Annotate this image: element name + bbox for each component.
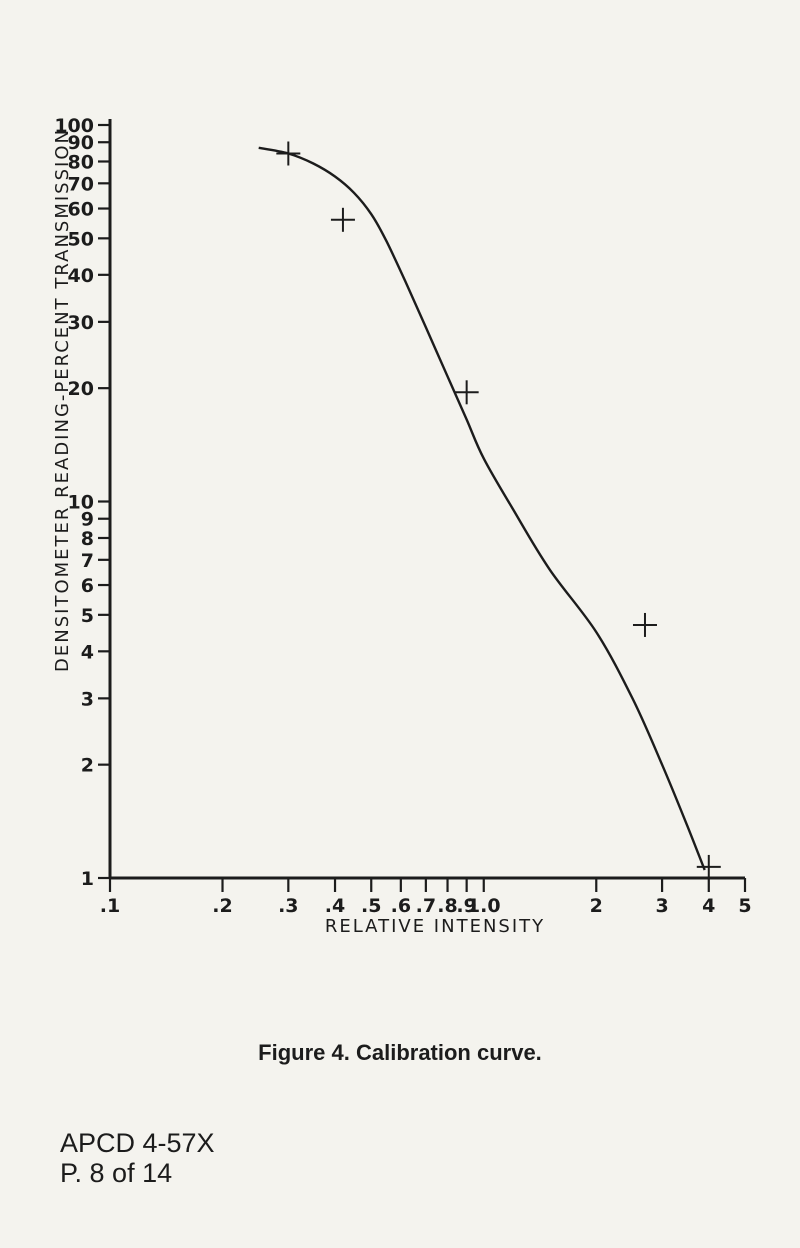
figure-caption: Figure 4. Calibration curve. [258,1040,542,1065]
y-tick-label: 7 [81,550,94,572]
y-tick-label: 5 [81,605,94,627]
y-tick-label: 9 [81,509,94,531]
y-tick-label: 6 [81,575,94,597]
data-point-marker [330,207,355,232]
x-tick-label: .9 [456,895,476,917]
x-tick-label: .7 [416,895,436,917]
y-tick-label: 100 [54,115,94,137]
x-tick-label: .2 [212,895,232,917]
document-id: APCD 4-57X P. 8 of 14 [60,1128,215,1188]
y-tick-label: 90 [68,132,94,154]
x-axis-title: RELATIVE INTENSITY [325,916,545,937]
y-tick-label: 40 [68,265,94,287]
y-tick-label: 60 [68,199,94,221]
x-tick-label: .8 [437,895,457,917]
data-point-markers [276,141,721,879]
y-tick-label: 8 [81,528,94,550]
x-tick-label: 1.0 [467,895,501,917]
x-tick-label: .3 [278,895,298,917]
x-tick-label: 5 [738,895,751,917]
document-id-line-1: APCD 4-57X [60,1128,215,1158]
x-tick-label: .6 [391,895,411,917]
data-point-marker [454,380,479,405]
data-point-marker [276,141,301,166]
y-tick-label: 70 [68,173,94,195]
y-tick-label: 50 [68,228,94,250]
calibration-curve [258,146,706,871]
y-tick-label: 10 [68,492,94,514]
x-tick-label: .5 [361,895,381,917]
x-tick-label: .1 [100,895,120,917]
x-tick-label: .4 [325,895,345,917]
axes [98,119,747,892]
x-tick-label: 4 [702,895,715,917]
y-tick-label: 80 [68,151,94,173]
data-point-marker [696,854,721,879]
y-tick-label: 4 [81,641,94,663]
y-tick-label: 30 [68,312,94,334]
y-axis-title: DENSITOMETER READING-PERCENT TRANSMISSIO… [52,128,73,672]
x-tick-labels: .1 .2 .3 .4 .5 .6.7.8.91.0 2 3 4 5 [100,895,752,917]
y-tick-label: 1 [81,868,94,890]
x-tick-label: 2 [590,895,603,917]
y-tick-label: 20 [68,378,94,400]
data-point-marker [632,612,657,637]
y-tick-label: 3 [81,688,94,710]
x-tick-label: 3 [655,895,668,917]
y-tick-label: 2 [81,755,94,777]
page-number: P. 8 of 14 [60,1158,173,1188]
